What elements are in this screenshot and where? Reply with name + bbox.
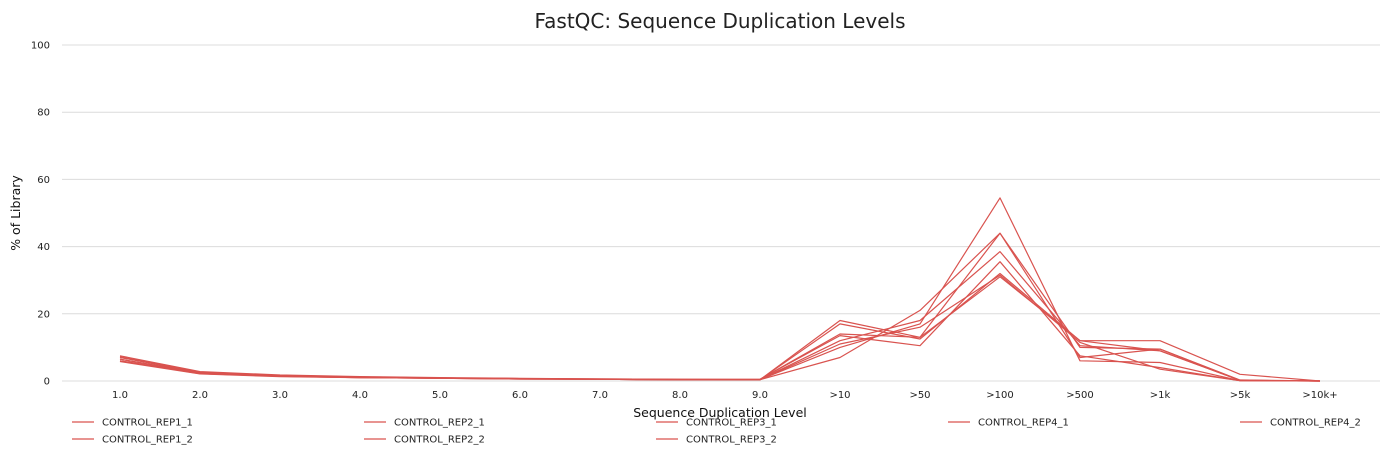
x-tick-label: >1k bbox=[1150, 390, 1171, 401]
series-line-control-rep3-1 bbox=[119, 232, 1321, 382]
legend-label: CONTROL_REP3_1 bbox=[686, 418, 777, 429]
legend-item: CONTROL_REP4_2 bbox=[1240, 418, 1361, 429]
y-tick-label: 0 bbox=[44, 377, 50, 388]
series-lines bbox=[119, 197, 1321, 382]
legend-item: CONTROL_REP1_1 bbox=[72, 418, 193, 429]
legend-label: CONTROL_REP2_1 bbox=[394, 418, 485, 429]
y-axis-ticks: 0 20 40 60 80 100 bbox=[31, 41, 50, 388]
y-tick-label: 20 bbox=[37, 309, 50, 320]
y-tick-label: 100 bbox=[31, 41, 50, 52]
legend-label: CONTROL_REP4_2 bbox=[1270, 418, 1361, 429]
series-line-control-rep1-1 bbox=[119, 232, 1321, 382]
x-tick-label: >5k bbox=[1230, 390, 1251, 401]
legend-item: CONTROL_REP3_1 bbox=[656, 418, 777, 429]
x-tick-label: >100 bbox=[986, 390, 1013, 401]
x-tick-label: >500 bbox=[1066, 390, 1093, 401]
legend-item: CONTROL_REP3_2 bbox=[656, 435, 777, 446]
y-tick-label: 80 bbox=[37, 108, 50, 119]
x-tick-label: 1.0 bbox=[112, 390, 128, 401]
series-line-control-rep3-2 bbox=[119, 197, 1321, 382]
legend-item: CONTROL_REP1_2 bbox=[72, 435, 193, 446]
legend-item: CONTROL_REP4_1 bbox=[948, 418, 1069, 429]
legend-label: CONTROL_REP1_2 bbox=[102, 435, 193, 446]
legend: CONTROL_REP1_1 CONTROL_REP1_2 CONTROL_REP2… bbox=[72, 418, 1361, 446]
legend-label: CONTROL_REP1_1 bbox=[102, 418, 193, 429]
y-tick-label: 60 bbox=[37, 175, 50, 186]
series-line-control-rep4-2 bbox=[119, 274, 1321, 382]
x-tick-label: 6.0 bbox=[512, 390, 528, 401]
x-tick-label: >50 bbox=[909, 390, 930, 401]
legend-label: CONTROL_REP3_2 bbox=[686, 435, 777, 446]
legend-item: CONTROL_REP2_2 bbox=[364, 435, 485, 446]
x-tick-label: 8.0 bbox=[672, 390, 688, 401]
y-axis-label: % of Library bbox=[8, 175, 23, 251]
x-tick-label: 4.0 bbox=[352, 390, 368, 401]
chart-title: FastQC: Sequence Duplication Levels bbox=[534, 9, 905, 33]
x-tick-label: 3.0 bbox=[272, 390, 288, 401]
legend-item: CONTROL_REP2_1 bbox=[364, 418, 485, 429]
x-axis-ticks: 1.0 2.0 3.0 4.0 5.0 6.0 7.0 8.0 9.0 >10 >50 >100 >50… bbox=[112, 390, 1338, 401]
legend-label: CONTROL_REP4_1 bbox=[978, 418, 1069, 429]
grid bbox=[62, 44, 1380, 382]
y-tick-label: 40 bbox=[37, 242, 50, 253]
series-line-control-rep2-1 bbox=[119, 276, 1321, 382]
x-tick-label: 7.0 bbox=[592, 390, 608, 401]
x-tick-label: >10k+ bbox=[1302, 390, 1337, 401]
x-axis-label: Sequence Duplication Level bbox=[633, 405, 807, 420]
x-tick-label: 5.0 bbox=[432, 390, 448, 401]
x-tick-label: 9.0 bbox=[752, 390, 768, 401]
legend-label: CONTROL_REP2_2 bbox=[394, 435, 485, 446]
x-tick-label: >10 bbox=[829, 390, 850, 401]
x-tick-label: 2.0 bbox=[192, 390, 208, 401]
